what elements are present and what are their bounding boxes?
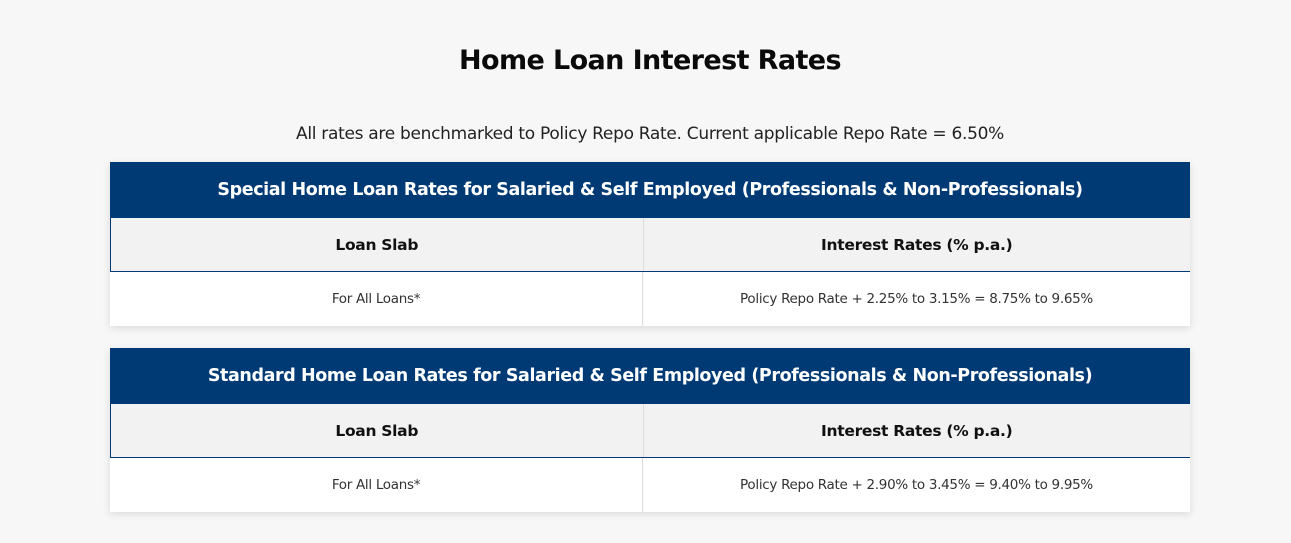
interest-rate-cell: Policy Repo Rate + 2.90% to 3.45% = 9.40… [740,477,1093,493]
page-title: Home Loan Interest Rates [459,45,842,76]
column-header-loan-slab: Loan Slab [111,218,644,271]
special-rates-table: Special Home Loan Rates for Salaried & S… [110,162,1190,326]
table-row: For All Loans* Policy Repo Rate + 2.25% … [110,272,1190,326]
table-row: For All Loans* Policy Repo Rate + 2.90% … [110,458,1190,512]
column-header-interest-rates: Interest Rates (% p.a.) [821,421,1013,440]
loan-slab-cell: For All Loans* [110,458,643,512]
column-header-interest-rates: Interest Rates (% p.a.) [821,235,1013,254]
loan-slab-cell: For All Loans* [110,272,643,326]
standard-rates-table: Standard Home Loan Rates for Salaried & … [110,348,1190,512]
column-header-loan-slab: Loan Slab [111,404,644,457]
table-header: Special Home Loan Rates for Salaried & S… [110,162,1190,218]
column-header-row: Loan Slab Interest Rates (% p.a.) [110,218,1190,272]
interest-rate-cell: Policy Repo Rate + 2.25% to 3.15% = 8.75… [740,291,1093,307]
column-header-row: Loan Slab Interest Rates (% p.a.) [110,404,1190,458]
repo-rate-note: All rates are benchmarked to Policy Repo… [296,124,1004,144]
table-header: Standard Home Loan Rates for Salaried & … [110,348,1190,404]
